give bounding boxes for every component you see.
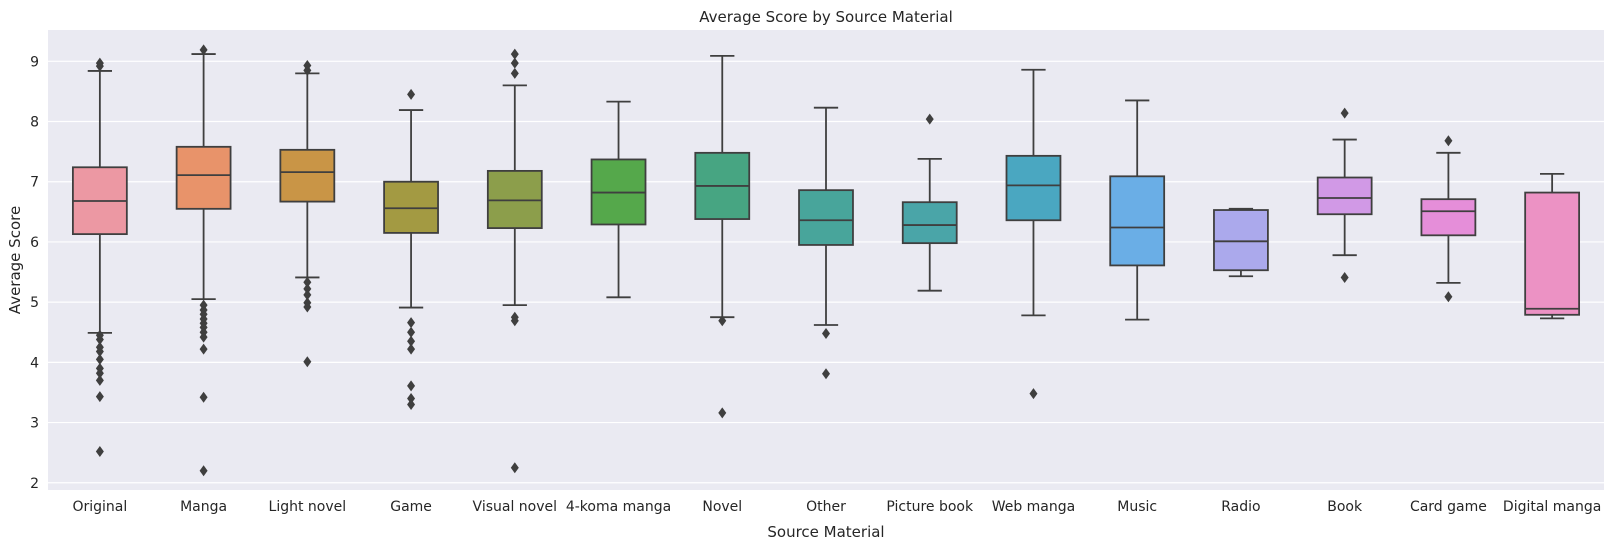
outlier-light-novel-3 <box>303 283 312 295</box>
x-axis: Original Manga Light novel Game Visual novel… <box>72 499 1601 515</box>
outlier-novel-0 <box>718 315 727 327</box>
outlier-game-6 <box>407 392 416 404</box>
y-axis: 2 3 4 5 6 7 8 9 <box>30 54 39 491</box>
chart-title: Average Score by Source Material <box>699 8 953 26</box>
x-tick-label-radio: Radio <box>1221 499 1260 515</box>
x-axis-title: Source Material <box>767 523 884 541</box>
box-picture-book <box>901 113 958 292</box>
x-tick-label-other: Other <box>806 499 846 515</box>
box-body-card-game <box>1420 198 1477 237</box>
outlier-light-novel-7 <box>303 356 312 368</box>
outlier-other-0 <box>822 327 830 339</box>
outlier-visual-novel-5 <box>510 462 519 474</box>
x-tick-label-music: Music <box>1117 499 1157 515</box>
outlier-original-6 <box>95 353 104 365</box>
outlier-book-0 <box>1340 107 1349 119</box>
outlier-picture-book-0 <box>925 113 934 125</box>
box-body-game <box>383 180 439 234</box>
outlier-original-9 <box>95 374 104 386</box>
box-music <box>1109 99 1166 321</box>
outlier-other-1 <box>822 368 830 380</box>
x-tick-label-book: Book <box>1327 499 1363 515</box>
box-body-manga <box>175 145 232 210</box>
y-tick-label-4: 4 <box>30 355 39 371</box>
box-body-visual-novel <box>486 169 543 229</box>
x-tick-label-novel: Novel <box>702 499 742 515</box>
outlier-game-3 <box>407 335 416 347</box>
x-tick-label-digital-manga: Digital manga <box>1503 499 1601 515</box>
outlier-light-novel-2 <box>303 276 312 288</box>
outlier-visual-novel-4 <box>510 315 519 327</box>
x-tick-label-original: Original <box>72 499 127 515</box>
y-tick-label-2: 2 <box>30 476 39 492</box>
box-game <box>383 88 439 411</box>
outlier-manga-11 <box>199 465 208 477</box>
outlier-original-5 <box>95 346 104 358</box>
outlier-game-5 <box>407 380 416 392</box>
box-4-koma-manga <box>590 100 647 299</box>
outlier-game-4 <box>407 343 416 355</box>
outlier-manga-0 <box>199 44 208 56</box>
box-body-web-manga <box>1005 154 1062 222</box>
outlier-game-0 <box>407 88 416 100</box>
x-tick-label-game: Game <box>390 499 432 515</box>
outlier-book-1 <box>1340 271 1349 283</box>
x-tick-label-light-novel: Light novel <box>269 499 347 515</box>
box-body-radio <box>1213 209 1269 272</box>
boxes-layer <box>71 44 1581 477</box>
outlier-original-11 <box>95 445 104 457</box>
y-axis-title: Average Score <box>6 206 24 314</box>
x-tick-label-manga: Manga <box>180 499 227 515</box>
outlier-card-game-0 <box>1444 135 1453 147</box>
outlier-light-novel-6 <box>303 301 312 313</box>
box-body-music <box>1109 175 1166 267</box>
outlier-original-10 <box>95 391 104 403</box>
box-other <box>798 106 854 380</box>
y-tick-label-7: 7 <box>30 175 39 191</box>
y-tick-label-5: 5 <box>30 295 39 311</box>
outlier-visual-novel-1 <box>510 57 519 69</box>
box-body-digital-manga <box>1524 191 1581 316</box>
outlier-manga-9 <box>199 343 208 355</box>
box-digital-manga <box>1524 173 1581 320</box>
outlier-manga-8 <box>199 331 208 343</box>
y-tick-label-6: 6 <box>30 235 39 251</box>
box-body-other <box>798 189 854 246</box>
box-card-game <box>1420 135 1477 303</box>
box-body-picture-book <box>901 201 958 245</box>
outlier-manga-10 <box>199 391 208 403</box>
x-tick-label-web-manga: Web manga <box>992 499 1076 515</box>
outlier-original-1 <box>95 57 104 69</box>
outlier-novel-1 <box>718 407 727 419</box>
box-book <box>1316 107 1373 283</box>
outlier-web-manga-0 <box>1029 388 1038 400</box>
x-tick-label-visual-novel: Visual novel <box>473 499 557 515</box>
outlier-light-novel-1 <box>303 60 312 72</box>
box-manga <box>175 44 232 477</box>
box-novel <box>694 54 751 419</box>
outlier-game-1 <box>407 317 416 329</box>
outlier-light-novel-4 <box>303 289 312 301</box>
outlier-visual-novel-2 <box>510 48 519 60</box>
box-original <box>71 57 128 457</box>
x-tick-label-card-game: Card game <box>1410 499 1487 515</box>
box-body-book <box>1316 176 1373 216</box>
box-radio <box>1213 207 1269 278</box>
x-tick-label-picture-book: Picture book <box>886 499 974 515</box>
box-web-manga <box>1005 68 1062 400</box>
box-light-novel <box>279 60 336 368</box>
y-tick-label-3: 3 <box>30 416 39 432</box>
outlier-card-game-1 <box>1444 291 1453 303</box>
y-tick-label-9: 9 <box>30 54 39 70</box>
y-tick-label-8: 8 <box>30 115 39 131</box>
outlier-game-7 <box>407 399 416 411</box>
outlier-original-8 <box>95 367 104 379</box>
x-tick-label-4-koma-manga: 4-koma manga <box>566 499 671 515</box>
box-body-light-novel <box>279 148 336 203</box>
outlier-original-3 <box>95 333 104 345</box>
box-visual-novel <box>486 48 543 474</box>
outlier-visual-novel-0 <box>510 67 519 79</box>
outlier-game-2 <box>407 326 416 338</box>
